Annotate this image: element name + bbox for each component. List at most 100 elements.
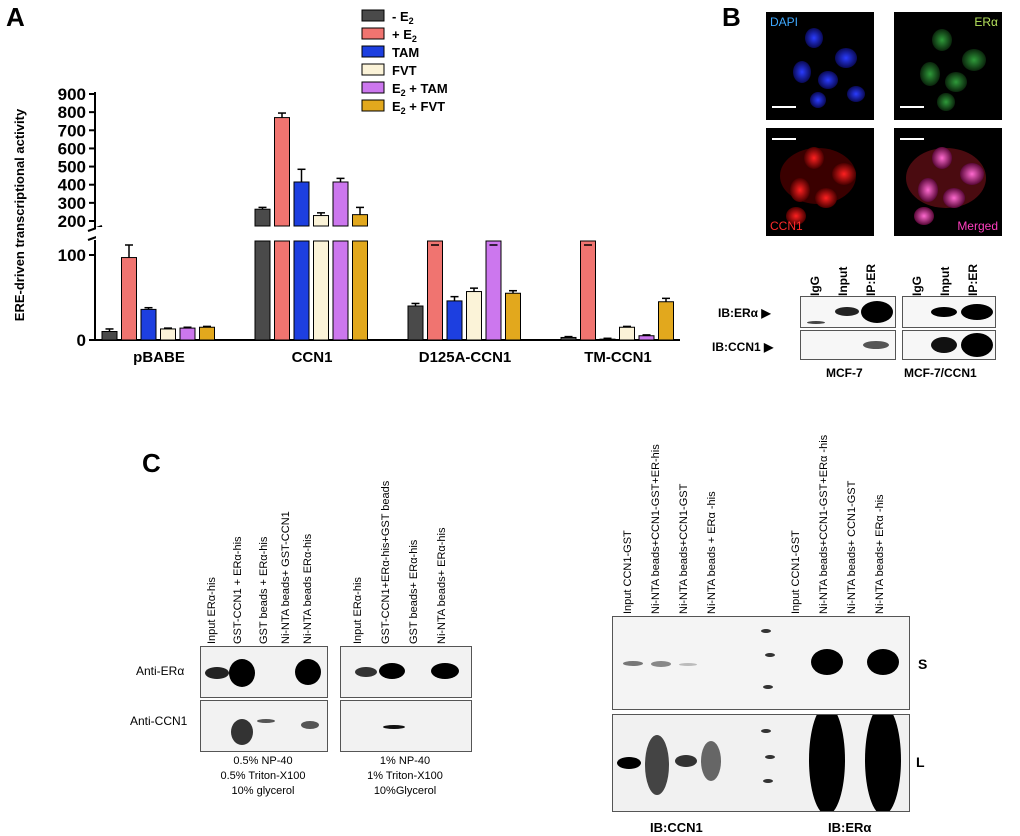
- blot-mcf7ccn1-er: [902, 296, 996, 328]
- lane-label: Input CCN1-GST: [790, 530, 802, 614]
- x-tick-label: pBABE: [133, 349, 185, 366]
- legend-label: + E2: [392, 27, 417, 44]
- y-tick-label: 500: [58, 158, 86, 177]
- scale-bar: [900, 106, 924, 108]
- row-label-anti-ccn1: Anti-CCN1: [130, 714, 188, 728]
- ip-lane-igg-2: IgG: [910, 276, 924, 296]
- panel-letter-b: B: [722, 2, 741, 32]
- bar: [254, 240, 271, 341]
- legend-label: TAM: [392, 45, 419, 60]
- lane-label: Ni-NTA beads+ CCN1-GST: [846, 480, 858, 614]
- x-tick-label: D125A-CCN1: [419, 349, 512, 366]
- lane-label: GST beads+ ERα-his: [408, 539, 420, 644]
- cell-line-mcf7ccn1: MCF-7/CCN1: [904, 366, 977, 380]
- bar: [179, 327, 196, 341]
- bar: [619, 326, 635, 341]
- scale-bar: [772, 138, 796, 140]
- lane-label: Ni-NTA beads+CCN1-GST: [678, 483, 690, 614]
- bar: [293, 240, 310, 341]
- blot-right-short: [612, 616, 910, 710]
- scale-bar: [772, 106, 796, 108]
- y-tick-label: 600: [58, 139, 86, 158]
- lane-label: Ni-NTA beads+ ERα -his: [874, 494, 886, 614]
- row-label-l: L: [916, 754, 925, 770]
- y-tick-label: 100: [58, 246, 86, 265]
- lane-label: Ni-NTA beads+ ERα-his: [436, 527, 448, 645]
- ib-ccn1-caption: IB:CCN1: [650, 820, 703, 835]
- lane-label: Input CCN1-GST: [622, 530, 634, 614]
- blot-mcf7-er: [800, 296, 896, 328]
- bar: [313, 240, 329, 341]
- blot-c2-ccn1: [340, 700, 472, 752]
- blot-mcf7-ccn1: [800, 330, 896, 360]
- lane-label: Ni-NTA beads ERα-his: [302, 533, 314, 644]
- micrograph-er: ERα: [894, 12, 1002, 120]
- blot-mcf7ccn1-ccn1: [902, 330, 996, 360]
- lane-label: Ni-NTA beads + ERα -his: [706, 491, 718, 614]
- ip-lane-ip-1: IP:ER: [864, 263, 878, 296]
- conditions-1: 0.5% NP-40 0.5% Triton-X100 10% glycerol: [220, 755, 306, 797]
- y-tick-label: 700: [58, 121, 86, 140]
- bar: [505, 292, 521, 341]
- bar: [560, 336, 577, 341]
- lane-label: Input ERα-his: [206, 577, 218, 644]
- bar: [101, 331, 118, 341]
- bar: [274, 117, 290, 227]
- bar: [274, 240, 290, 341]
- lane-label: Ni-NTA beads+CCN1-GST+ER-his: [650, 444, 662, 614]
- ib-er-caption: IB:ERα: [828, 820, 872, 835]
- bar: [352, 214, 368, 227]
- lane-label: GST beads + ERα-his: [258, 536, 270, 644]
- row-label-s: S: [918, 656, 928, 672]
- bar: [254, 208, 271, 227]
- ip-lane-ip-2: IP:ER: [966, 263, 980, 296]
- ib-row-ccn1: IB:CCN1 ▶: [712, 340, 774, 354]
- bar: [140, 308, 157, 341]
- dapi-label: DAPI: [770, 15, 799, 29]
- ip-lane-igg-1: IgG: [808, 276, 822, 296]
- bar: [427, 240, 443, 341]
- legend-label: FVT: [392, 63, 417, 78]
- bar: [160, 328, 176, 341]
- bar: [638, 335, 655, 341]
- bar: [485, 240, 502, 341]
- micrograph-merged: Merged: [894, 128, 1002, 236]
- lane-label: Ni-NTA beads+CCN1-GST+ERα -his: [818, 434, 830, 614]
- bar: [313, 215, 329, 227]
- y-tick-label: 900: [58, 85, 86, 104]
- panel-letter-a: A: [6, 2, 25, 32]
- blot-right-long: [612, 714, 910, 812]
- y-tick-label: 200: [58, 212, 86, 231]
- legend-label: - E2: [392, 9, 414, 26]
- legend-swatch: [361, 45, 385, 58]
- er-label: ERα: [974, 15, 998, 29]
- cell-line-mcf7: MCF-7: [826, 366, 863, 380]
- bar: [580, 240, 596, 341]
- merged-label: Merged: [957, 219, 998, 233]
- bar: [446, 300, 463, 341]
- x-tick-label: CCN1: [292, 349, 333, 366]
- legend-swatch: [361, 81, 385, 94]
- ip-lane-input-1: Input: [836, 266, 850, 296]
- bar: [658, 301, 674, 341]
- lane-label: GST-CCN1+ERα-his+GST beads: [380, 480, 392, 644]
- scale-bar: [900, 138, 924, 140]
- row-label-anti-er: Anti-ERα: [136, 664, 185, 678]
- blot-c1-er: [200, 646, 328, 698]
- lane-label: Ni-NTA beads+ GST-CCN1: [280, 511, 292, 644]
- legend-swatch: [361, 27, 385, 40]
- lane-label: Input ERα-his: [352, 577, 364, 644]
- micrograph-dapi: DAPI: [766, 12, 874, 120]
- legend-label: E2 + FVT: [392, 99, 445, 116]
- ccn1-label: CCN1: [770, 219, 803, 233]
- bar: [332, 240, 349, 341]
- bar: [407, 305, 424, 341]
- y-axis-label: ERE-driven transcriptional activity: [12, 108, 27, 321]
- y-tick-label: 0: [77, 331, 86, 350]
- bar: [199, 326, 215, 341]
- y-tick-label: 400: [58, 176, 86, 195]
- blot-c2-er: [340, 646, 472, 698]
- micrograph-ccn1: CCN1: [766, 128, 874, 236]
- x-tick-label: TM-CCN1: [584, 349, 652, 366]
